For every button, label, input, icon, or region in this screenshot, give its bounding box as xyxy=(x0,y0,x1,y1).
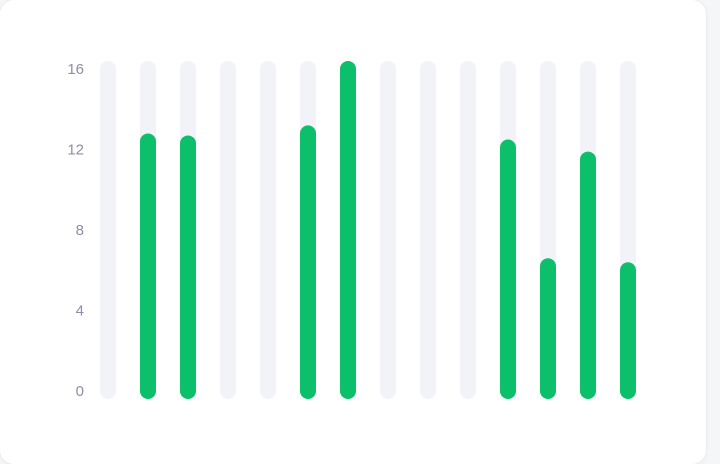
bar-track xyxy=(260,61,276,399)
bar xyxy=(500,139,516,400)
bar xyxy=(580,151,596,399)
bar xyxy=(540,258,556,399)
y-axis: 0 4 8 12 16 xyxy=(67,61,84,400)
y-tick-label: 8 xyxy=(76,222,84,239)
bar-track xyxy=(420,61,436,399)
bar-track xyxy=(220,61,236,399)
bar-track xyxy=(460,61,476,399)
y-tick-label: 0 xyxy=(76,383,84,400)
bar xyxy=(620,262,636,399)
y-tick-label: 4 xyxy=(76,303,84,320)
y-tick-label: 16 xyxy=(67,61,84,78)
bar-track xyxy=(380,61,396,399)
bar xyxy=(180,135,196,399)
bar-track xyxy=(100,61,116,399)
y-tick-label: 12 xyxy=(67,142,84,159)
bars xyxy=(140,61,636,400)
bar xyxy=(340,61,356,399)
bar xyxy=(300,125,316,400)
bar xyxy=(140,133,156,399)
